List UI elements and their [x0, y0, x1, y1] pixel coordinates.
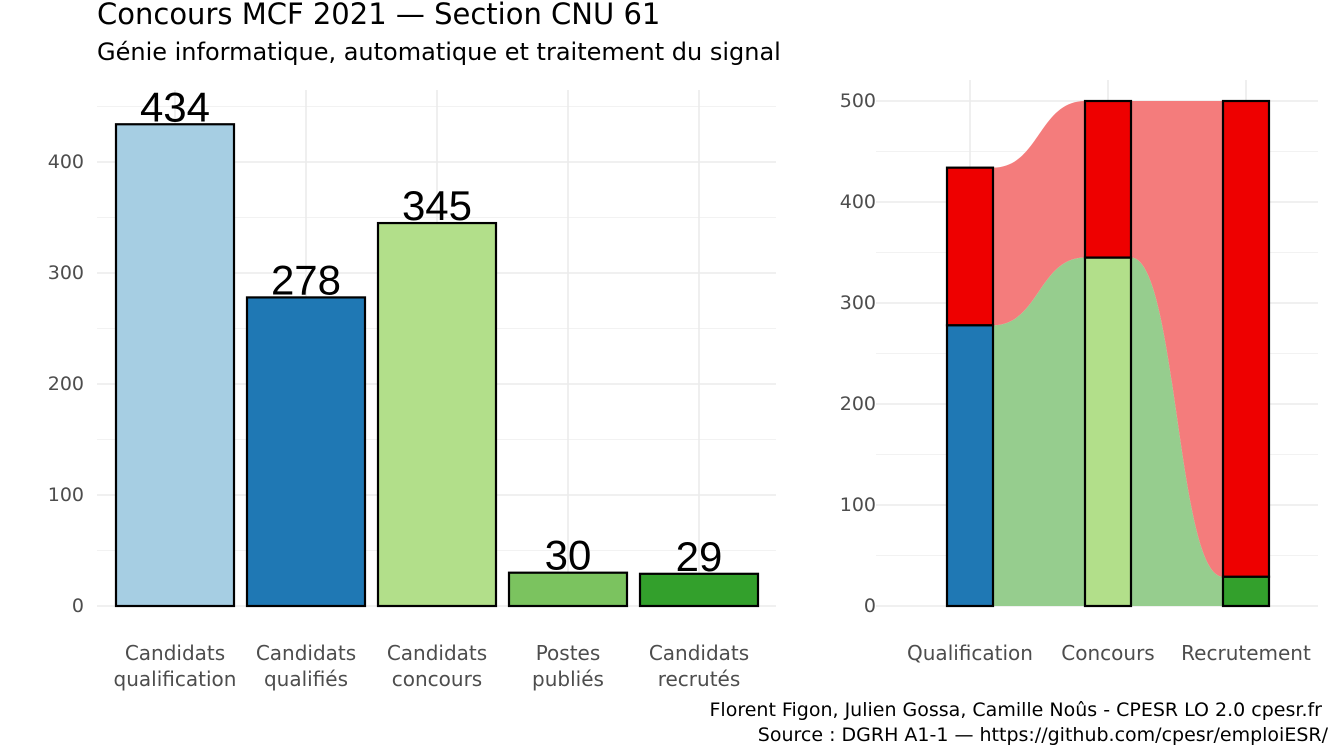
right-y-tick-label: 500 — [840, 90, 876, 112]
left-y-tick-label: 400 — [48, 151, 84, 173]
data-label-3: 345 — [402, 182, 472, 229]
right-x-tick-label-2: Concours — [1061, 641, 1154, 665]
stack-lower-1 — [945, 324, 995, 608]
x-tick-label-1: qualification — [114, 667, 237, 691]
left-x-ticks: CandidatsqualificationCandidatsqualifiés… — [114, 641, 750, 691]
flow-lower-1 — [993, 257, 1085, 606]
flow-upper-2 — [1131, 101, 1223, 577]
left-bars — [114, 123, 760, 608]
x-tick-label-3: concours — [392, 667, 482, 691]
right-y-tick-label: 0 — [864, 595, 876, 617]
right-x-ticks: Qualification Concours Recrutement — [907, 641, 1311, 665]
right-y-tick-label: 400 — [840, 191, 876, 213]
bar-3 — [376, 221, 498, 608]
left-y-tick-label: 300 — [48, 262, 84, 284]
x-tick-label-5: recrutés — [658, 667, 741, 691]
left-y-tick-label: 0 — [72, 595, 84, 617]
chart-subtitle: Génie informatique, automatique et trait… — [97, 38, 781, 66]
bar-2 — [245, 296, 367, 608]
x-tick-label-1: Candidats — [125, 641, 225, 665]
bar-5 — [638, 572, 760, 608]
right-y-tick-label: 200 — [840, 393, 876, 415]
right-x-tick-label-1: Qualification — [907, 641, 1033, 665]
right-x-tick-label-3: Recrutement — [1181, 641, 1311, 665]
data-label-1: 434 — [140, 83, 210, 130]
bar-4 — [507, 571, 629, 608]
stack-upper-3 — [1221, 99, 1271, 578]
stack-upper-2 — [1083, 99, 1133, 259]
flow-lower-2 — [1131, 257, 1223, 606]
left-y-ticks: 0 100 200 300 400 — [48, 151, 84, 617]
data-label-4: 30 — [545, 532, 592, 579]
data-label-5: 29 — [676, 533, 723, 580]
right-y-tick-label: 300 — [840, 292, 876, 314]
x-tick-label-2: qualifiés — [264, 667, 348, 691]
stack-upper-1 — [945, 166, 995, 327]
right-y-tick-label: 100 — [840, 494, 876, 516]
bar-1 — [114, 123, 236, 608]
left-y-tick-label: 100 — [48, 484, 84, 506]
left-y-tick-label: 200 — [48, 373, 84, 395]
chart-title: Concours MCF 2021 — Section CNU 61 — [97, 0, 660, 31]
left-data-labels: 434 278 345 30 29 — [140, 83, 722, 580]
right-bars — [945, 99, 1271, 608]
x-tick-label-4: publiés — [532, 667, 604, 691]
right-flow-panel: 0 100 200 300 400 500 Qualification Concours Re… — [840, 80, 1318, 665]
x-tick-label-4: Postes — [536, 641, 601, 665]
stack-lower-3 — [1221, 575, 1271, 608]
caption-credits: Florent Figon, Julien Gossa, Camille Noû… — [709, 699, 1322, 721]
stack-lower-2 — [1083, 256, 1133, 608]
flow-upper-1 — [993, 101, 1085, 326]
right-flows — [993, 101, 1223, 606]
x-tick-label-2: Candidats — [256, 641, 356, 665]
right-y-ticks: 0 100 200 300 400 500 — [840, 90, 876, 617]
x-tick-label-3: Candidats — [387, 641, 487, 665]
data-label-2: 278 — [271, 256, 341, 303]
caption-source: Source : DGRH A1-1 — https://github.com/… — [758, 724, 1329, 746]
x-tick-label-5: Candidats — [649, 641, 749, 665]
